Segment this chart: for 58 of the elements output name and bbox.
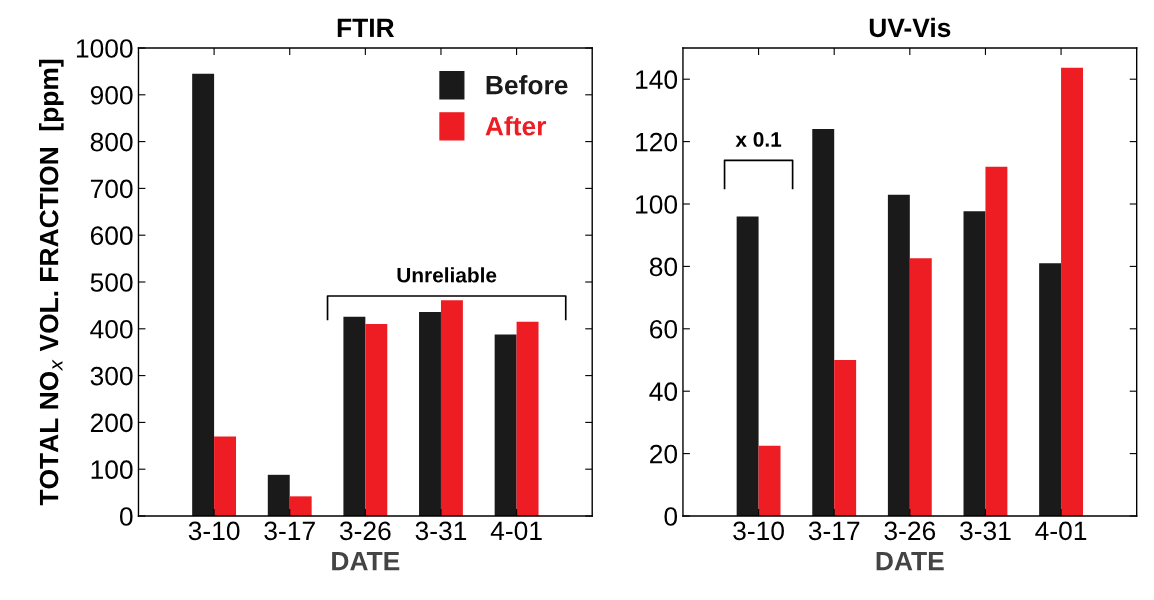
bar [758, 445, 781, 516]
y-tick-label: 400 [90, 319, 133, 339]
y-tick-label: 300 [90, 366, 133, 386]
y-tick-label: 1000 [76, 39, 133, 58]
y-tick-label: 20 [650, 444, 678, 464]
chart-title: FTIR [337, 18, 395, 37]
x-tick-label: 3-10 [733, 521, 784, 541]
legend-label: Before [486, 75, 568, 95]
bar [1039, 263, 1062, 516]
y-tick-label: 0 [664, 507, 678, 526]
bar [812, 129, 835, 516]
bar [736, 216, 759, 516]
y-tick-label: 100 [91, 460, 133, 480]
y-tick-label: 800 [90, 132, 133, 152]
x-tick-label: 3-31 [960, 521, 1011, 541]
legend-label: After [485, 116, 547, 136]
bar [365, 324, 388, 516]
x-tick-label: 3-17 [808, 521, 860, 541]
bar [440, 300, 463, 516]
y-tick-label: 600 [90, 226, 133, 246]
y-tick-label: 0 [119, 507, 133, 526]
bar [494, 334, 517, 516]
x-axis-title: DATE [876, 551, 944, 571]
y-tick-label: 700 [90, 179, 133, 199]
y-tick-label: 60 [650, 319, 678, 339]
bar [343, 316, 366, 516]
bar [267, 474, 290, 516]
bar [419, 311, 441, 516]
y-tick-label: 100 [636, 195, 678, 214]
y-tick-label: 120 [636, 132, 678, 152]
y-tick-label: 140 [636, 70, 678, 90]
x-tick-label: 3-10 [188, 521, 240, 541]
y-tick-label: 200 [90, 413, 133, 433]
y-tick-label: 900 [90, 85, 133, 105]
chart-title: UV-Vis [869, 17, 951, 38]
x-tick-label: 3-26 [884, 521, 936, 541]
x-tick-label: 3-26 [339, 521, 391, 541]
y-tick-label: 80 [649, 257, 678, 277]
annotation: Unreliable [397, 267, 497, 283]
bar [963, 211, 986, 516]
bar [214, 436, 237, 516]
x-tick-label: 4-01 [1035, 521, 1087, 541]
x-tick-label: 4-01 [490, 521, 542, 541]
y-tick-label: 500 [90, 273, 133, 292]
bar [192, 73, 215, 516]
y-tick-label: 40 [649, 382, 678, 402]
x-tick-label: 3-17 [264, 521, 315, 541]
bar [834, 360, 857, 516]
bar [985, 166, 1008, 516]
y-axis-title: TOTAL NO$_{x}$ VOL. FRACTION [ppm] [39, 59, 64, 506]
bar [909, 258, 932, 516]
x-axis-title: DATE [332, 551, 400, 571]
bar [516, 321, 539, 516]
bar [1061, 67, 1083, 516]
bar [887, 194, 910, 516]
x-tick-label: 3-31 [415, 521, 467, 541]
bar [289, 496, 312, 516]
annotation: x 0.1 [735, 132, 782, 147]
